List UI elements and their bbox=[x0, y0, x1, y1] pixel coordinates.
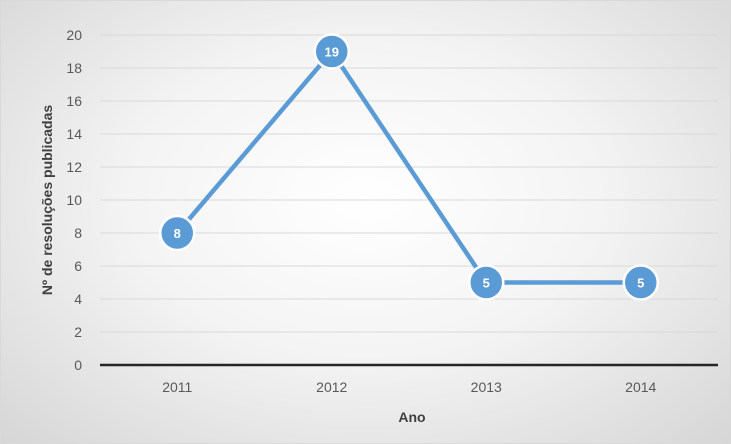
y-tick-label: 20 bbox=[66, 27, 82, 43]
y-tick-label: 16 bbox=[66, 93, 82, 109]
data-point bbox=[622, 264, 659, 301]
y-tick-label: 0 bbox=[74, 357, 82, 373]
y-tick-label: 18 bbox=[66, 60, 82, 76]
data-markers: 8 19 5 5 bbox=[159, 33, 659, 301]
x-axis-ticks: 2011 2012 2013 2014 bbox=[162, 379, 656, 395]
series-line-path bbox=[175, 47, 641, 285]
y-tick-label: 6 bbox=[74, 258, 82, 274]
y-tick-label: 2 bbox=[74, 324, 82, 340]
data-label: 5 bbox=[483, 276, 490, 291]
x-tick-label: 2014 bbox=[625, 379, 656, 395]
data-label: 19 bbox=[325, 45, 339, 60]
y-tick-label: 10 bbox=[66, 192, 82, 208]
y-tick-label: 12 bbox=[66, 159, 82, 175]
data-label: 5 bbox=[637, 276, 644, 291]
x-axis-title: Ano bbox=[398, 409, 425, 425]
y-axis-ticks: 0 2 4 6 8 10 12 14 16 18 20 bbox=[66, 27, 82, 373]
x-tick-label: 2011 bbox=[162, 379, 192, 395]
y-axis-title: Nº de resoluções publicadas bbox=[39, 105, 55, 295]
data-label: 8 bbox=[174, 226, 181, 241]
y-tick-label: 4 bbox=[74, 291, 82, 307]
x-tick-label: 2013 bbox=[471, 379, 502, 395]
y-tick-label: 8 bbox=[74, 225, 82, 241]
data-point bbox=[159, 214, 196, 252]
series-line bbox=[175, 47, 641, 285]
y-tick-label: 14 bbox=[66, 126, 82, 142]
data-point bbox=[313, 33, 350, 70]
gridlines bbox=[100, 34, 718, 367]
x-tick-label: 2012 bbox=[316, 379, 347, 395]
data-point bbox=[468, 264, 505, 301]
